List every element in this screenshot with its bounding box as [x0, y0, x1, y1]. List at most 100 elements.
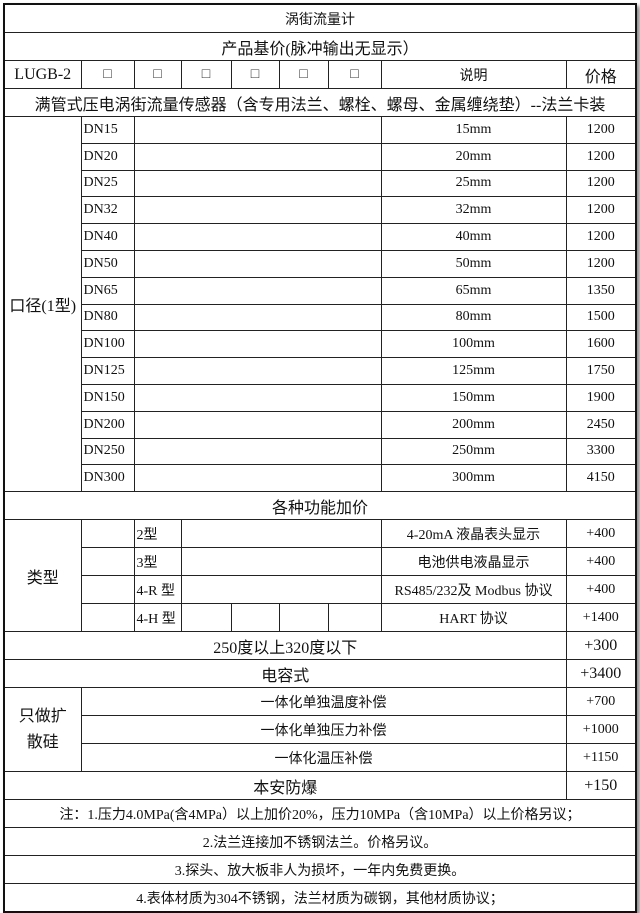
price-value: +1000 [565, 715, 637, 745]
dn-label: DN300 [80, 464, 135, 493]
table-row: DN40 40mm 1200 [4, 223, 637, 251]
silicon-desc: 一体化单独温度补偿 [80, 687, 567, 717]
blank-cell [133, 464, 382, 493]
type-desc: 电池供电液晶显示 [380, 547, 567, 577]
blank-cell [133, 357, 382, 385]
option-checkbox[interactable]: □ [278, 60, 329, 89]
price-value: +400 [565, 575, 637, 605]
size-value: 50mm [380, 249, 567, 278]
dn-label: DN15 [80, 116, 135, 144]
table-row: DN150 150mm 1900 [4, 383, 637, 412]
silicon-label: 只做扩散硅 [3, 687, 82, 773]
blank-cell [133, 249, 382, 278]
price-value: +150 [565, 771, 637, 801]
dn-label: DN40 [80, 223, 135, 251]
blank-cell [80, 519, 135, 549]
type-name: 4-H 型 [133, 603, 182, 633]
table-row: 注：1.压力4.0MPa(含4MPa）以上加价20%，压力10MPa（含10MP… [3, 799, 637, 829]
type-desc: RS485/232及 Modbus 协议 [380, 575, 567, 605]
price-value: 1900 [565, 383, 637, 412]
table-row: DN50 50mm 1200 [4, 249, 637, 278]
table-row: 2.法兰连接加不锈钢法兰。价格另议。 [3, 827, 637, 857]
blank-cell [133, 303, 382, 332]
caliber-label: 口径(1型) [3, 115, 82, 493]
table-row: 类型 2型 4-20mA 液晶表头显示 +400 [3, 519, 637, 633]
price-value: +1400 [565, 603, 637, 633]
blank-cell [133, 383, 382, 412]
blank-cell [133, 223, 382, 251]
dn-label: DN32 [80, 196, 135, 225]
option-checkbox[interactable]: □ [133, 60, 182, 89]
type-label: 类型 [3, 519, 82, 633]
price-value: 1200 [565, 249, 637, 278]
price-value: 3300 [565, 437, 637, 466]
table-title: 涡街流量计 [3, 3, 637, 33]
table-row: DN65 65mm 1350 [4, 276, 637, 305]
blank-cell [180, 575, 382, 605]
table-row: DN32 32mm 1200 [4, 196, 637, 225]
blank-cell [278, 603, 329, 633]
table-row: 4-H 型 HART 协议 +1400 [4, 603, 637, 633]
blank-cell [180, 519, 382, 549]
table-row: 4.表体材质为304不锈钢，法兰材质为碳钢，其他材质协议； [3, 883, 637, 913]
table-row: DN20 20mm 1200 [4, 142, 637, 171]
blank-cell [133, 410, 382, 439]
size-value: 80mm [380, 303, 567, 332]
size-value: 15mm [380, 116, 567, 144]
table-row: DN25 25mm 1200 [4, 169, 637, 198]
table-row: DN250 250mm 3300 [4, 437, 637, 466]
price-value: 1600 [565, 330, 637, 359]
price-value: 1200 [565, 196, 637, 225]
dn-label: DN250 [80, 437, 135, 466]
blank-cell [133, 276, 382, 305]
dn-label: DN50 [80, 249, 135, 278]
option-checkbox[interactable]: □ [327, 60, 382, 89]
table-row: DN100 100mm 1600 [4, 330, 637, 359]
price-value: 1500 [565, 303, 637, 332]
blank-cell [80, 547, 135, 577]
dn-label: DN80 [80, 303, 135, 332]
price-value: +300 [565, 631, 637, 661]
price-value: +400 [565, 547, 637, 577]
dn-label: DN65 [80, 276, 135, 305]
size-value: 150mm [380, 383, 567, 412]
price-value: 1200 [565, 223, 637, 251]
table-row: 各种功能加价 [3, 491, 637, 521]
option-checkbox[interactable]: □ [180, 60, 232, 89]
type-name: 2型 [133, 519, 182, 549]
size-value: 25mm [380, 169, 567, 198]
desc-header: 说明 [380, 60, 567, 89]
table-row: 本安防爆 +150 [3, 771, 637, 801]
sensor-description: 满管式压电涡街流量传感器（含专用法兰、螺栓、螺母、金属缠绕垫）--法兰卡装 [3, 88, 637, 117]
price-header: 价格 [565, 60, 637, 89]
table-row: DN80 80mm 1500 [4, 303, 637, 332]
price-value: +1150 [565, 743, 637, 773]
dn-label: DN20 [80, 142, 135, 171]
size-value: 32mm [380, 196, 567, 225]
blank-cell [133, 142, 382, 171]
table-row: 3.探头、放大板非人为损坏，一年内免费更换。 [3, 855, 637, 885]
dn-label: DN25 [80, 169, 135, 198]
blank-cell [180, 603, 232, 633]
temp-option-desc: 250度以上320度以下 [3, 631, 567, 661]
table-row: DN125 125mm 1750 [4, 357, 637, 385]
size-value: 200mm [380, 410, 567, 439]
blank-cell [80, 575, 135, 605]
size-value: 250mm [380, 437, 567, 466]
option-checkbox[interactable]: □ [230, 60, 280, 89]
model-code: LUGB-2 [3, 60, 82, 89]
note-text: 2.法兰连接加不锈钢法兰。价格另议。 [3, 827, 637, 857]
table-row: 一体化温压补偿 +1150 [4, 743, 637, 773]
price-value: 1350 [565, 276, 637, 305]
size-value: 300mm [380, 464, 567, 493]
blank-cell [133, 169, 382, 198]
table-row: 只做扩散硅 一体化单独温度补偿 +700 [3, 687, 637, 773]
blank-cell [133, 116, 382, 144]
price-value: 1750 [565, 357, 637, 385]
price-value: +400 [565, 519, 637, 549]
price-value: 4150 [565, 464, 637, 493]
option-checkbox[interactable]: □ [80, 60, 135, 89]
note-text: 4.表体材质为304不锈钢，法兰材质为碳钢，其他材质协议； [3, 883, 637, 913]
function-header: 各种功能加价 [3, 491, 637, 521]
silicon-desc: 一体化单独压力补偿 [80, 715, 567, 745]
